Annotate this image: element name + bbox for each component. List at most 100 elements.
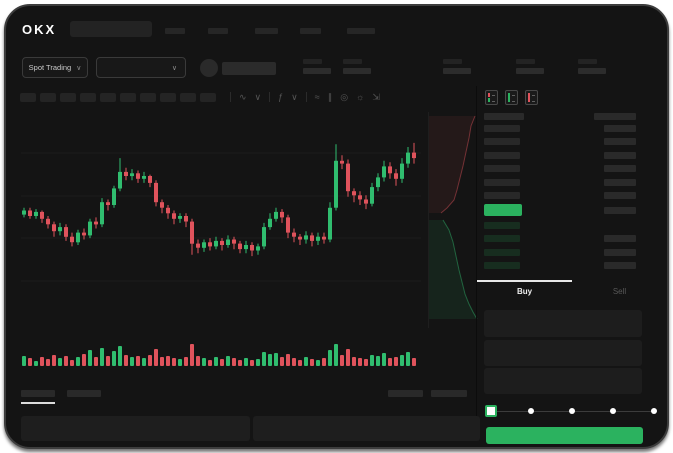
stat-value-placeholder xyxy=(443,68,471,74)
settings-icon[interactable]: ☼ xyxy=(356,92,365,102)
toolbar-divider xyxy=(269,92,271,102)
app-window: OKX Spot Trading ∨ ∨ ∿ ∨ ƒ ∨ ≈ ∥ ◎ ☼ ⇲ xyxy=(4,4,669,449)
bid-amount-placeholder xyxy=(604,248,636,256)
indicators-icon[interactable]: ƒ xyxy=(278,92,284,102)
orderbook-ask-row[interactable] xyxy=(484,165,642,178)
depth-chart[interactable] xyxy=(428,112,479,328)
toolbar-button[interactable] xyxy=(140,93,156,102)
bottom-bar-button[interactable] xyxy=(431,390,467,397)
stat-value-placeholder xyxy=(303,68,331,74)
stat-label-placeholder xyxy=(343,59,362,64)
stat-label-placeholder xyxy=(516,59,535,64)
toolbar-button[interactable] xyxy=(80,93,96,102)
orderbook-layout-asks-icon[interactable] xyxy=(525,90,538,105)
orderbook-bid-row[interactable] xyxy=(484,248,642,262)
orderbook-bid-row[interactable] xyxy=(484,235,642,248)
bottom-tab-active[interactable] xyxy=(21,390,55,397)
toolbar-button[interactable] xyxy=(180,93,196,102)
stat-label-placeholder xyxy=(443,59,462,64)
ask-amount-placeholder xyxy=(604,178,636,186)
ask-price-placeholder xyxy=(484,125,520,132)
chevron-down-icon: ∨ xyxy=(76,64,82,72)
market-stat xyxy=(343,59,371,74)
pair-selector[interactable]: ∨ xyxy=(96,57,186,78)
slider-stop-dot[interactable] xyxy=(569,408,575,414)
market-stat xyxy=(443,59,471,74)
orderbook-layout-all-icon[interactable] xyxy=(485,90,498,105)
chevron-down-icon: ∨ xyxy=(171,64,177,72)
ask-amount-placeholder xyxy=(604,125,636,132)
coin-icon xyxy=(200,59,218,77)
orderbook-ask-row[interactable] xyxy=(484,125,642,138)
price-input[interactable] xyxy=(484,310,642,337)
slider-stop-dot[interactable] xyxy=(528,408,534,414)
market-stat xyxy=(578,59,606,74)
stat-value-placeholder xyxy=(516,68,544,74)
orderbook-amount-column-header xyxy=(594,113,636,120)
candlestick-chart[interactable] xyxy=(21,112,421,330)
toolbar-button[interactable] xyxy=(160,93,176,102)
open-orders-panel xyxy=(21,416,250,441)
bid-price-placeholder xyxy=(484,222,520,229)
orderbook-ask-row[interactable] xyxy=(484,151,642,165)
nav-item[interactable] xyxy=(208,28,228,34)
toolbar-button[interactable] xyxy=(60,93,76,102)
nav-item[interactable] xyxy=(255,28,278,34)
buy-button[interactable] xyxy=(486,427,643,444)
bottom-bar-button[interactable] xyxy=(388,390,423,397)
toolbar-divider xyxy=(230,92,231,102)
parallel-lines-tool-icon[interactable]: ∥ xyxy=(327,91,333,102)
orderbook-bid-row[interactable] xyxy=(484,262,642,275)
ask-amount-placeholder xyxy=(604,165,636,173)
amount-input[interactable] xyxy=(484,340,642,366)
chart-style-icon[interactable]: ∿ xyxy=(239,91,247,102)
chevron-down-icon[interactable]: ∨ xyxy=(254,91,262,102)
total-input[interactable] xyxy=(484,368,642,394)
fullscreen-icon[interactable]: ⇲ xyxy=(372,91,380,102)
orderbook-ask-row[interactable] xyxy=(484,138,642,151)
camera-icon[interactable]: ◎ xyxy=(340,91,349,102)
stat-label-placeholder xyxy=(578,59,597,64)
slider-stop-dot[interactable] xyxy=(651,408,657,414)
chart-tools: ∿ ∨ ƒ ∨ ≈ ∥ ◎ ☼ ⇲ xyxy=(230,90,380,104)
bottom-tab[interactable] xyxy=(67,390,101,397)
slider-handle[interactable] xyxy=(485,405,497,417)
tab-buy[interactable]: Buy xyxy=(477,280,572,300)
search-input[interactable] xyxy=(70,21,152,37)
nav-item[interactable] xyxy=(347,28,375,34)
tab-sell[interactable]: Sell xyxy=(612,286,627,296)
market-type-selector[interactable]: Spot Trading ∨ xyxy=(22,57,88,78)
orderbook-ask-row[interactable] xyxy=(484,191,642,205)
toolbar-button[interactable] xyxy=(100,93,116,102)
orderbook-view-toggles xyxy=(485,90,538,105)
ask-price-placeholder xyxy=(484,191,520,199)
orderbook-amount-placeholder xyxy=(604,206,636,214)
orderbook-ask-row[interactable] xyxy=(484,178,642,192)
orderbook-last-price-row[interactable] xyxy=(484,204,642,216)
bid-price-placeholder xyxy=(484,235,520,243)
last-price-placeholder xyxy=(222,62,276,75)
trade-tabs: Buy Sell xyxy=(477,280,667,300)
orderbook-bid-row[interactable] xyxy=(484,222,642,235)
nav-item[interactable] xyxy=(300,28,321,34)
slider-stop-dot[interactable] xyxy=(610,408,616,414)
chevron-down-icon[interactable]: ∨ xyxy=(291,91,298,102)
orderbook-price-column-header xyxy=(484,113,524,120)
panel-divider xyxy=(476,86,477,441)
nav-item[interactable] xyxy=(165,28,185,34)
trendline-tool-icon[interactable]: ≈ xyxy=(314,92,320,102)
toolbar-button[interactable] xyxy=(200,93,216,102)
stat-value-placeholder xyxy=(578,68,606,74)
orderbook-bids xyxy=(484,222,642,276)
toolbar-button[interactable] xyxy=(40,93,56,102)
market-type-label: Spot Trading xyxy=(28,63,72,72)
volume-chart[interactable] xyxy=(21,341,421,367)
orderbook-layout-bids-icon[interactable] xyxy=(505,90,518,105)
ask-price-placeholder xyxy=(484,151,520,159)
toolbar-button[interactable] xyxy=(20,93,36,102)
ask-amount-placeholder xyxy=(604,138,636,146)
bid-amount-placeholder xyxy=(604,262,636,270)
toolbar-button[interactable] xyxy=(120,93,136,102)
stat-value-placeholder xyxy=(343,68,371,74)
bid-price-placeholder xyxy=(484,248,520,256)
